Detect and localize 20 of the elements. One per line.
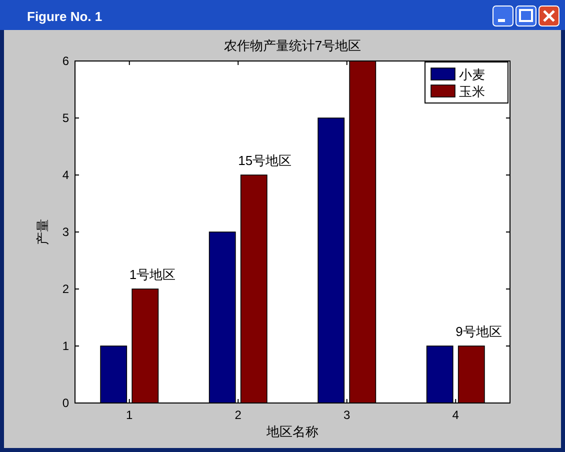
x-tick-label: 2 [234, 408, 242, 422]
y-tick-label: 4 [62, 168, 70, 182]
y-tick-label: 3 [62, 225, 70, 239]
chart-title: 农作物产量统计7号地区 [224, 38, 362, 53]
legend-label: 小麦 [459, 67, 485, 82]
y-tick-label: 1 [62, 339, 70, 353]
y-tick-label: 0 [62, 396, 70, 410]
annotation: 15号地区 [238, 153, 292, 168]
annotation: 1号地区 [129, 267, 176, 282]
y-tick-label: 5 [62, 111, 70, 125]
annotation: 9号地区 [456, 324, 502, 339]
y-tick-label: 2 [62, 282, 70, 296]
text: Figure No. 1 [27, 9, 102, 24]
legend-label: 玉米 [459, 84, 485, 99]
y-tick-label: 6 [62, 54, 70, 68]
x-tick-label: 1 [126, 408, 134, 422]
y-axis-title: 产量 [35, 219, 50, 245]
x-tick-label: 3 [344, 408, 351, 422]
x-tick-label: 4 [452, 408, 460, 422]
x-axis-title: 地区名称 [266, 424, 318, 439]
